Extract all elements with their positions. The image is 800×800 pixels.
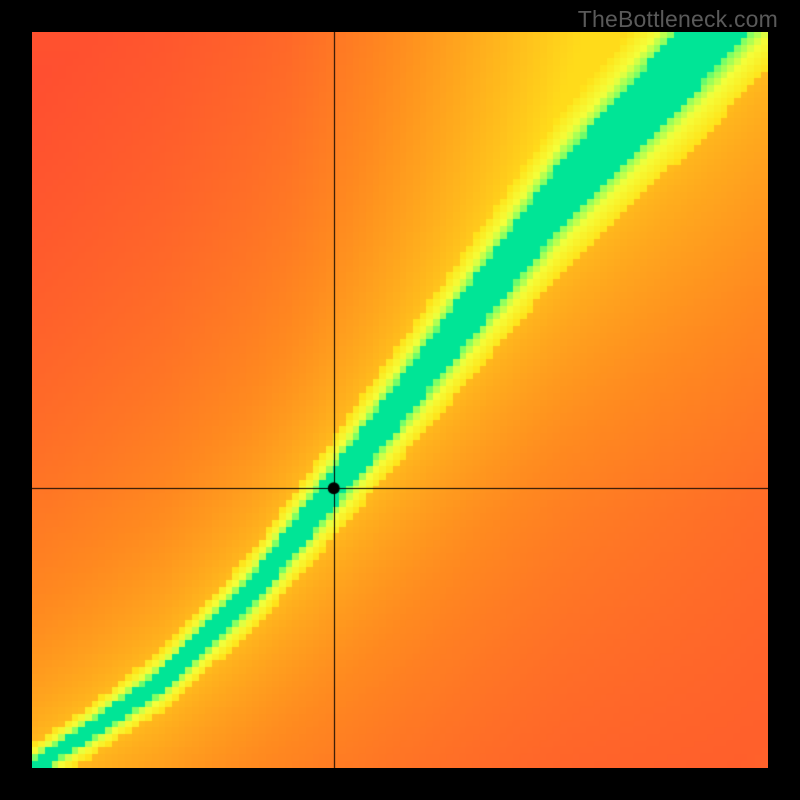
chart-container: TheBottleneck.com	[0, 0, 800, 800]
watermark-text: TheBottleneck.com	[578, 6, 778, 33]
overlay-canvas	[32, 32, 768, 768]
